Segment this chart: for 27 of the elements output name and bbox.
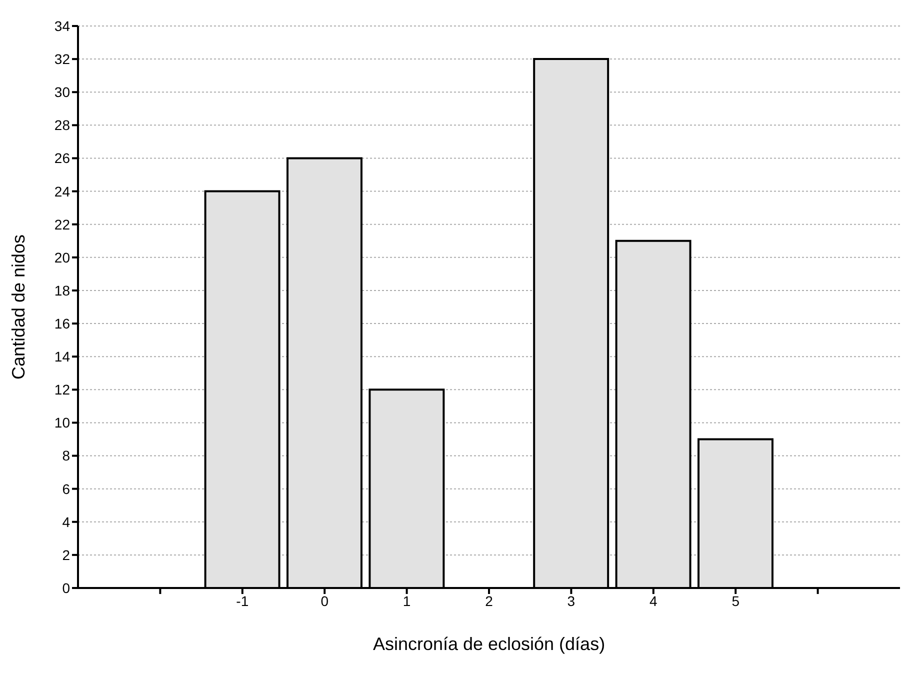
y-tick-label: 16 (54, 316, 70, 332)
x-tick-label: 4 (650, 592, 658, 609)
x-tick-label: 0 (320, 592, 329, 609)
y-tick-label: 0 (62, 580, 70, 596)
y-tick-label: 8 (62, 448, 70, 464)
y-tick-label: 6 (62, 480, 70, 497)
x-tick-label: 3 (567, 592, 576, 609)
y-tick-label: 14 (54, 348, 70, 365)
y-tick-label: 18 (54, 282, 70, 298)
y-axis-title: Cantidad de nidos (8, 234, 28, 380)
x-tick-label: 2 (485, 592, 494, 609)
x-tick-label: 5 (732, 592, 740, 609)
y-tick-label: 24 (54, 183, 70, 200)
y-tick-label: 2 (62, 546, 70, 563)
y-tick-label: 12 (54, 382, 70, 398)
x-axis-title: Asincronía de eclosión (días) (372, 634, 606, 654)
y-tick-label: 30 (54, 84, 70, 100)
y-tick-label: 4 (62, 514, 70, 530)
y-tick-label: 28 (54, 117, 70, 134)
y-tick-label: 22 (54, 216, 70, 232)
y-tick-label: 26 (54, 150, 70, 166)
y-tick-label: 34 (54, 18, 70, 34)
y-tick-label: 32 (54, 51, 70, 68)
x-tick-label: 1 (402, 592, 411, 609)
x-tick-label: -1 (236, 592, 249, 609)
y-tick-label: 10 (54, 414, 70, 431)
y-tick-label: 20 (54, 249, 70, 266)
